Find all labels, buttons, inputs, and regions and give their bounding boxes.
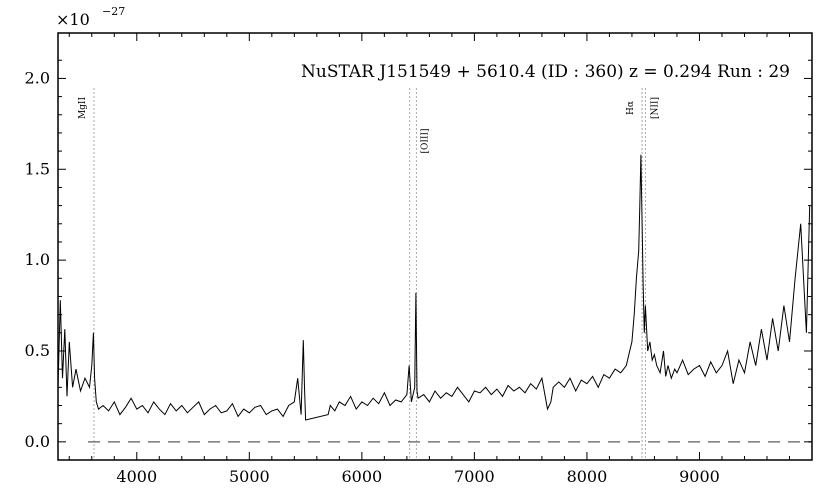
x-tick-label: 8000	[567, 467, 608, 486]
y-axis-multiplier-exponent: −27	[102, 5, 125, 18]
x-tick-label: 9000	[679, 467, 720, 486]
y-tick-label: 2.0	[25, 68, 50, 87]
spectrum-series-layer	[57, 154, 811, 421]
axis-ticks	[58, 33, 812, 461]
y-axis-multiplier: ×10 −27	[56, 5, 125, 29]
y-tick-label: 0.5	[25, 341, 50, 360]
x-tick-label: 5000	[229, 467, 270, 486]
x-tick-label: 6000	[341, 467, 382, 486]
emission-line-label-3: [NII]	[650, 97, 660, 119]
y-tick-label: 1.5	[25, 159, 50, 178]
x-tick-label: 7000	[454, 467, 495, 486]
emission-line-label-1: [OIII]	[420, 128, 430, 153]
x-tick-label: 4000	[116, 467, 157, 486]
axes-frame	[57, 32, 813, 461]
chart-title: NuSTAR J151549 + 5610.4 (ID : 360) z = 0…	[301, 62, 790, 82]
y-tick-label: 0.0	[25, 432, 50, 451]
emission-line-label-2: Hα	[626, 101, 636, 115]
y-tick-label: 1.0	[25, 250, 50, 269]
emission-line-markers: MgII [OIII] Hα [NII]	[78, 88, 660, 460]
y-axis-multiplier-base: ×10	[56, 10, 90, 29]
emission-line-label-0: MgII	[78, 97, 88, 120]
spectrum-series-line-0	[57, 154, 811, 421]
tick-labels: 4000 5000 6000 7000 8000 9000 0.0 0.5 1.0 1.5 2.0	[25, 68, 720, 486]
